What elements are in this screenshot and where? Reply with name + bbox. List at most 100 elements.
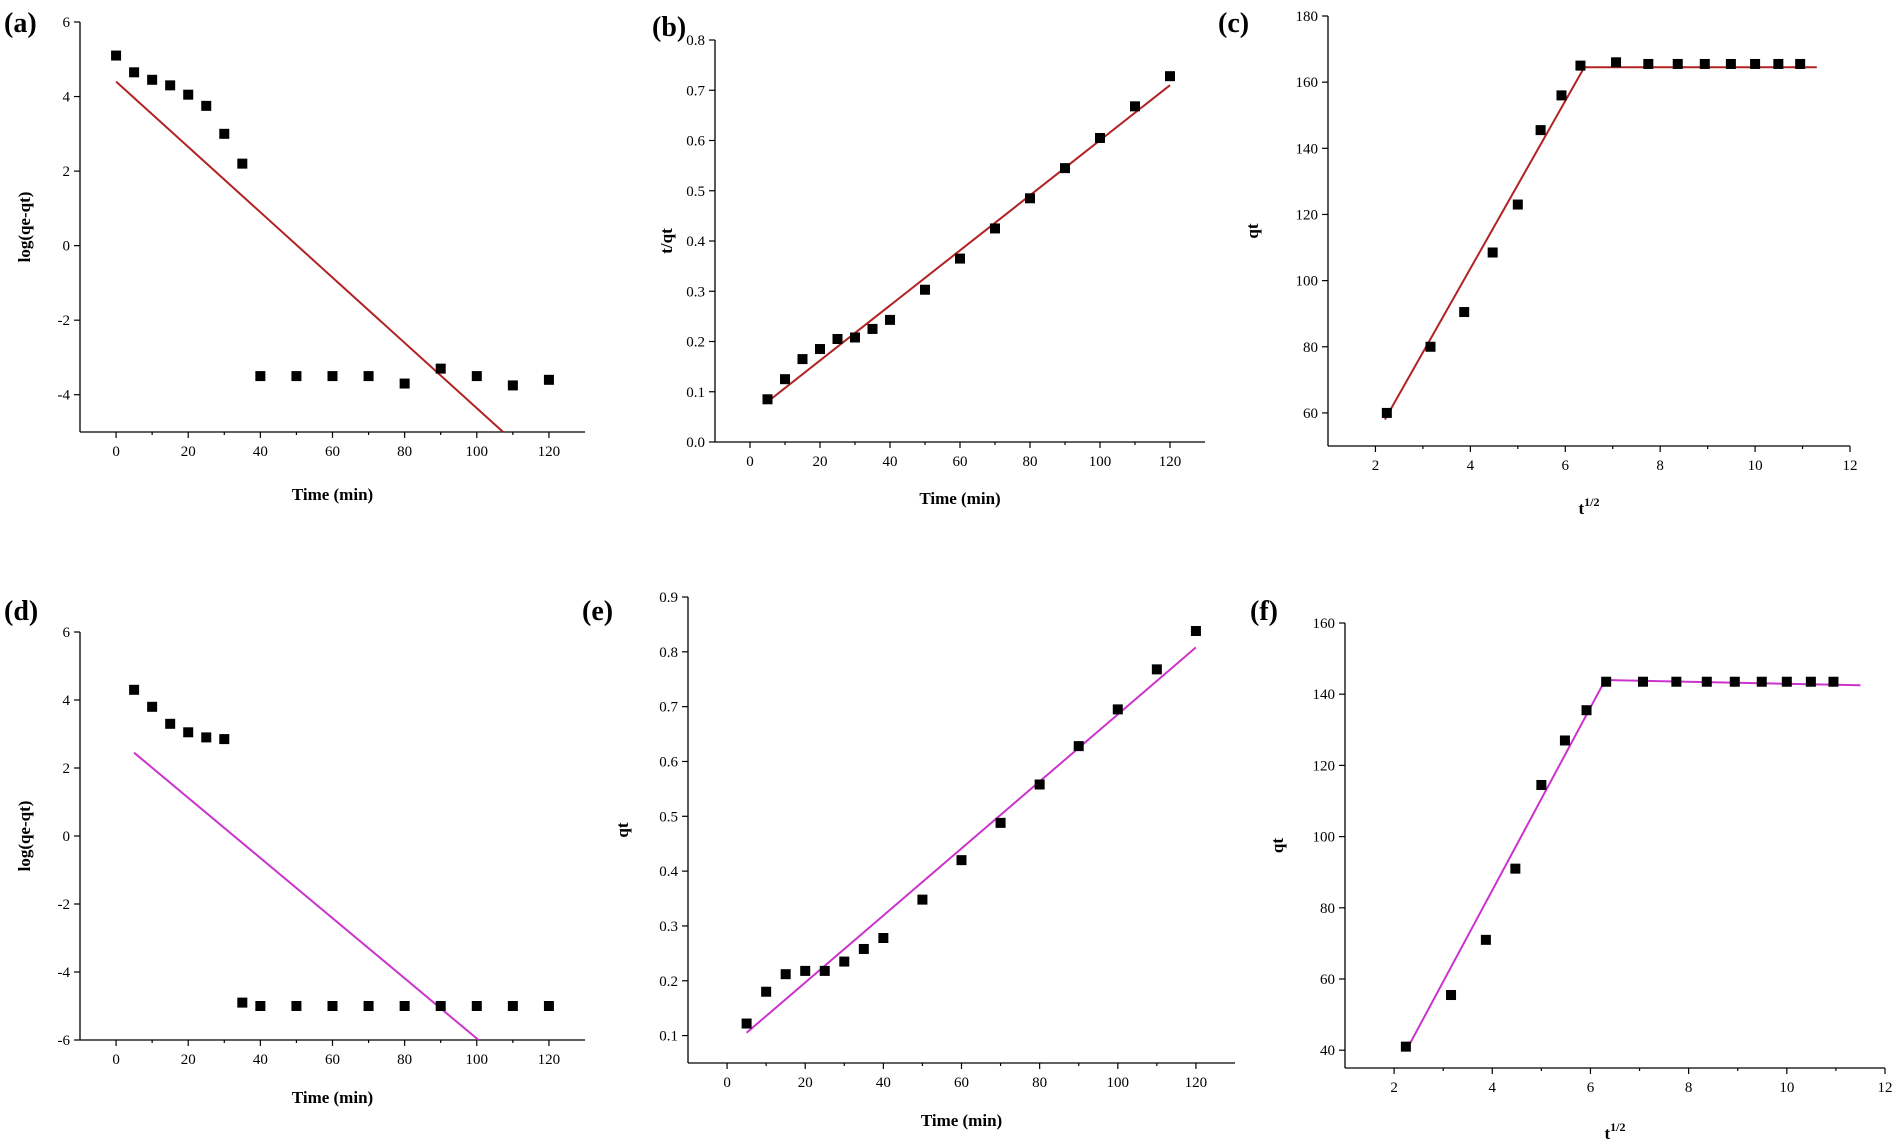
data-point	[1112, 704, 1123, 715]
x-tick-label: 40	[253, 444, 268, 460]
x-tick-label: 8	[1656, 458, 1664, 474]
data-point	[1559, 735, 1570, 746]
x-tick-label: 120	[538, 444, 561, 460]
y-tick-label: 0.7	[686, 83, 705, 99]
x-tick-label: 80	[397, 444, 412, 460]
data-point	[797, 354, 808, 365]
x-tick-label: 6	[1562, 458, 1570, 474]
y-tick-label: 120	[1313, 758, 1336, 774]
panel-letter: (c)	[1218, 8, 1249, 39]
y-tick-label: 0.6	[659, 754, 678, 770]
data-point	[1073, 741, 1084, 752]
data-point	[1637, 676, 1648, 687]
fit-line	[133, 751, 480, 1041]
y-tick-label: 0.0	[686, 435, 705, 451]
x-tick-label: 2	[1372, 458, 1380, 474]
data-point	[1725, 58, 1736, 69]
fit-line	[1384, 66, 1817, 420]
data-point	[741, 1018, 752, 1029]
y-tick-label: -4	[58, 965, 71, 981]
data-point	[1459, 307, 1470, 318]
fit-line	[745, 646, 1197, 1034]
data-point	[435, 363, 446, 374]
y-tick-label: 0.2	[659, 974, 678, 990]
x-tick-label: 120	[538, 1052, 561, 1068]
y-tick-label: 0.3	[686, 284, 705, 300]
x-tick-label: 8	[1685, 1080, 1693, 1096]
data-point	[1381, 407, 1392, 418]
data-point	[1510, 863, 1521, 874]
data-point	[1805, 676, 1816, 687]
y-axis-title: t/qt	[657, 228, 676, 254]
y-tick-label: -2	[58, 897, 71, 913]
data-point	[165, 80, 176, 91]
chart-panel-e: (e) 0 20 40 60 80 100 120 0.1 0.2 0.3 0.4 0.5 0.6 0.7 0…	[582, 590, 1235, 1130]
y-tick-label: 2	[63, 164, 71, 180]
data-point	[1536, 779, 1547, 790]
data-point	[1672, 58, 1683, 69]
x-tick-label: 100	[466, 444, 489, 460]
x-tick-label: 60	[954, 1075, 969, 1091]
data-point	[363, 1001, 374, 1011]
y-tick-label: 40	[1320, 1043, 1335, 1059]
data-point	[956, 855, 967, 866]
x-tick-label: 120	[1185, 1075, 1208, 1091]
y-tick-label: 0.4	[659, 864, 678, 880]
panel-letter: (a)	[4, 8, 37, 39]
data-point	[507, 380, 518, 391]
x-tick-label: 12	[1843, 458, 1858, 474]
data-point	[1750, 58, 1761, 69]
y-tick-label: 4	[63, 90, 71, 106]
data-point	[1729, 676, 1740, 687]
y-axis-title: log(qe-qt)	[15, 801, 34, 872]
data-point	[1034, 779, 1045, 790]
y-tick-label: 4	[63, 693, 71, 709]
data-point	[1400, 1041, 1411, 1052]
data-point	[543, 1001, 554, 1011]
y-tick-label: 160	[1313, 616, 1336, 632]
data-point	[147, 74, 158, 85]
y-tick-label: 0.5	[659, 809, 678, 825]
data-point	[165, 718, 176, 729]
data-point	[1773, 58, 1784, 69]
data-point	[327, 371, 338, 382]
fit-line	[766, 84, 1171, 403]
data-point	[111, 50, 122, 61]
data-point	[237, 158, 248, 169]
data-point	[1165, 71, 1175, 82]
data-point	[990, 223, 1000, 234]
y-axis-title: qt	[1243, 223, 1262, 238]
x-tick-label: 20	[798, 1075, 813, 1091]
data-point	[1643, 58, 1654, 69]
data-point	[219, 734, 230, 745]
data-point	[237, 997, 248, 1008]
chart-panel-b: (b) 0 20 40 60 80 100 120 0.0 0.1 0.2 0.3 0.4 0.5 0.6 0…	[652, 12, 1205, 508]
y-tick-label: -6	[58, 1033, 71, 1049]
y-tick-label: 2	[63, 761, 71, 777]
x-tick-label: 100	[466, 1052, 489, 1068]
data-point	[183, 727, 194, 738]
y-tick-label: 0.7	[659, 700, 678, 716]
data-point	[1025, 193, 1035, 204]
y-tick-label: 0	[63, 239, 71, 255]
data-point	[917, 894, 928, 905]
data-point	[867, 323, 878, 334]
panel-letter: (e)	[582, 596, 613, 627]
chart-panel-c: (c) 2 4 6 8 10 12 60 80 100 120 140 160 180 t1/2 qt	[1218, 8, 1858, 518]
chart-panel-a: (a) 0 20 40 60 80 100 120 -4 -2 0 2 4 6 Time (min) log(…	[4, 8, 585, 504]
data-point	[1601, 676, 1612, 687]
data-point	[147, 701, 158, 712]
data-point	[1781, 676, 1792, 687]
x-axis-title: Time (min)	[921, 1111, 1002, 1130]
x-axis-title: Time (min)	[292, 485, 373, 504]
data-point	[1060, 163, 1070, 174]
panel-letter: (f)	[1250, 596, 1278, 627]
data-point	[1535, 125, 1546, 136]
y-axis-title: qt	[1268, 838, 1287, 853]
data-point	[201, 732, 212, 743]
x-tick-label: 100	[1089, 454, 1112, 470]
x-tick-label: 12	[1878, 1080, 1893, 1096]
x-tick-label: 40	[876, 1075, 891, 1091]
x-tick-label: 120	[1159, 454, 1182, 470]
